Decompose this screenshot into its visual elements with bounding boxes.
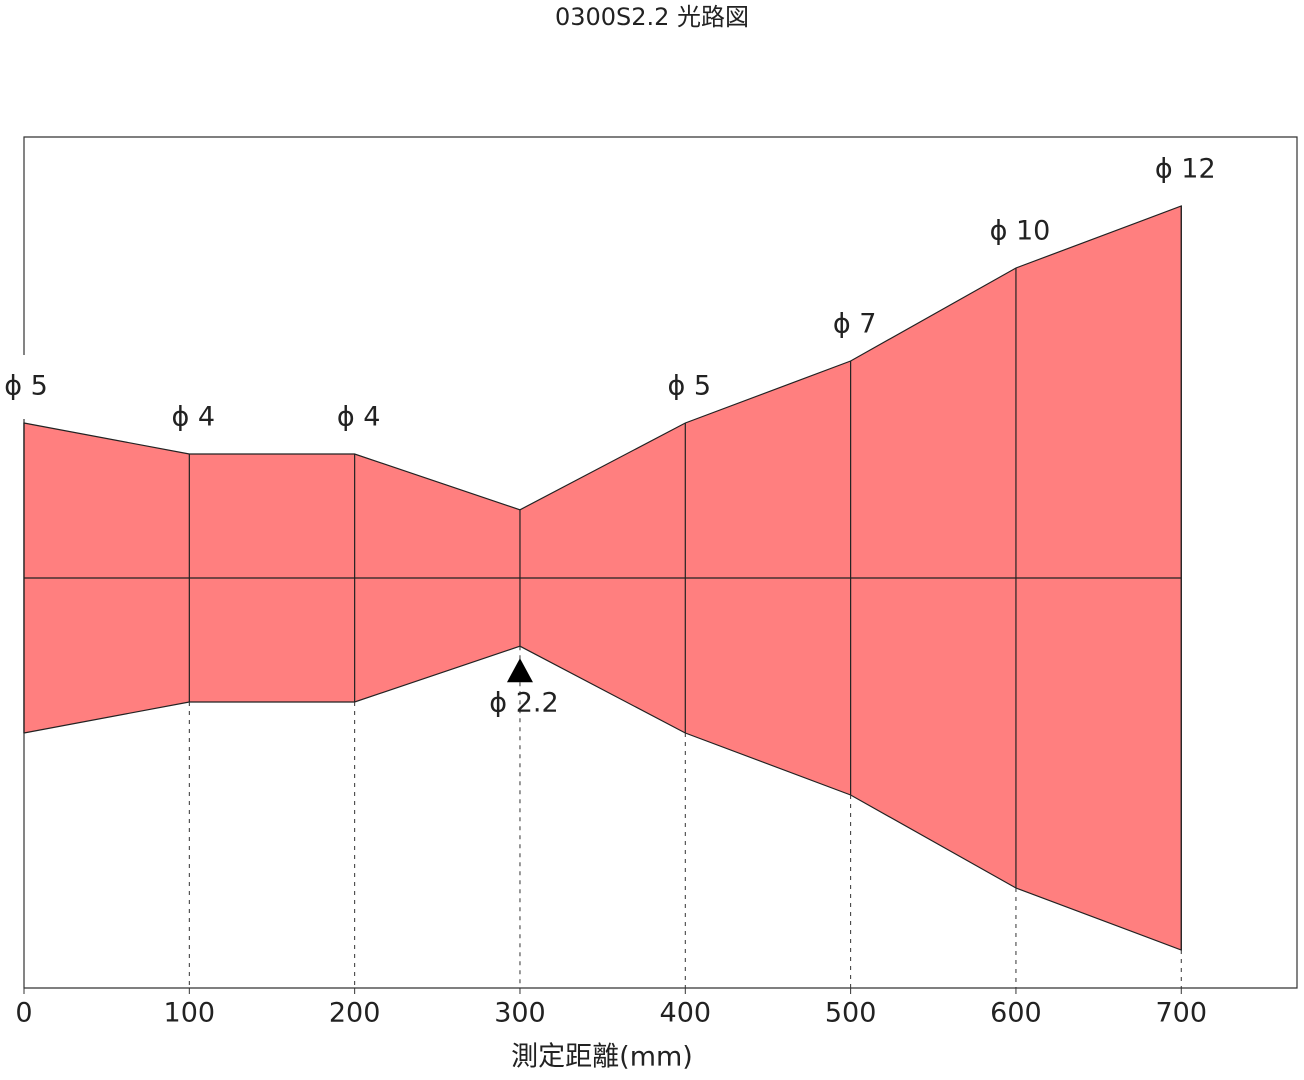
value-label: ϕ 4 bbox=[337, 402, 381, 433]
x-axis-label: 測定距離(mm) bbox=[511, 1042, 693, 1073]
value-label: ϕ 2.2 bbox=[489, 688, 558, 719]
x-tick-label: 700 bbox=[1155, 998, 1207, 1029]
x-tick-label: 600 bbox=[990, 998, 1042, 1029]
chart-title: 0300S2.2 光路図 bbox=[555, 3, 749, 31]
x-tick-label: 500 bbox=[825, 998, 877, 1029]
value-label: ϕ 12 bbox=[1155, 154, 1216, 185]
value-label: ϕ 10 bbox=[990, 216, 1051, 247]
x-tick-label: 0 bbox=[15, 998, 32, 1029]
x-tick-label: 100 bbox=[164, 998, 216, 1029]
x-tick-label: 300 bbox=[494, 998, 546, 1029]
value-label: ϕ 7 bbox=[833, 309, 877, 340]
x-tick-label: 200 bbox=[329, 998, 381, 1029]
value-label: ϕ 4 bbox=[172, 402, 216, 433]
value-label: ϕ 5 bbox=[4, 371, 48, 402]
plot-frame bbox=[23, 136, 1298, 989]
x-tick-label: 400 bbox=[660, 998, 712, 1029]
waist-marker bbox=[506, 658, 533, 683]
value-label: ϕ 5 bbox=[668, 371, 712, 402]
